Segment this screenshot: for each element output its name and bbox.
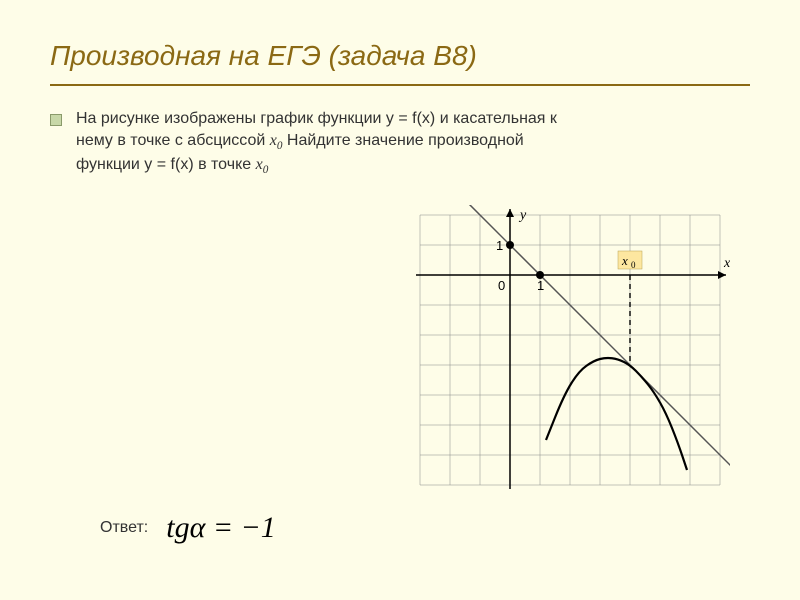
svg-text:0: 0 (498, 278, 505, 293)
answer-label: Ответ: (100, 519, 148, 537)
chart-container: yx011x0 (410, 205, 730, 500)
problem-line1: На рисунке изображены график функции y =… (76, 110, 557, 127)
problem-block: На рисунке изображены график функции y =… (50, 108, 750, 178)
svg-text:1: 1 (496, 238, 503, 253)
svg-text:x: x (723, 256, 730, 271)
x0-symbol-2: x0 (256, 156, 269, 173)
problem-line2b: Найдите значение производной (282, 132, 523, 149)
svg-text:x: x (621, 253, 628, 268)
answer-row: Ответ: tgα = −1 (100, 511, 276, 545)
x0-symbol-1: x0 (270, 132, 283, 149)
problem-text: На рисунке изображены график функции y =… (76, 108, 557, 178)
derivative-chart: yx011x0 (410, 205, 730, 495)
svg-text:y: y (518, 208, 527, 223)
svg-text:1: 1 (537, 278, 544, 293)
problem-line3a: функции y = f(x) в точке (76, 156, 256, 173)
slide-title: Производная на ЕГЭ (задача В8) (50, 40, 750, 86)
bullet-icon (50, 114, 62, 126)
problem-line2a: нему в точке с абсциссой (76, 132, 270, 149)
answer-formula: tgα = −1 (166, 511, 276, 545)
svg-text:0: 0 (631, 260, 636, 270)
